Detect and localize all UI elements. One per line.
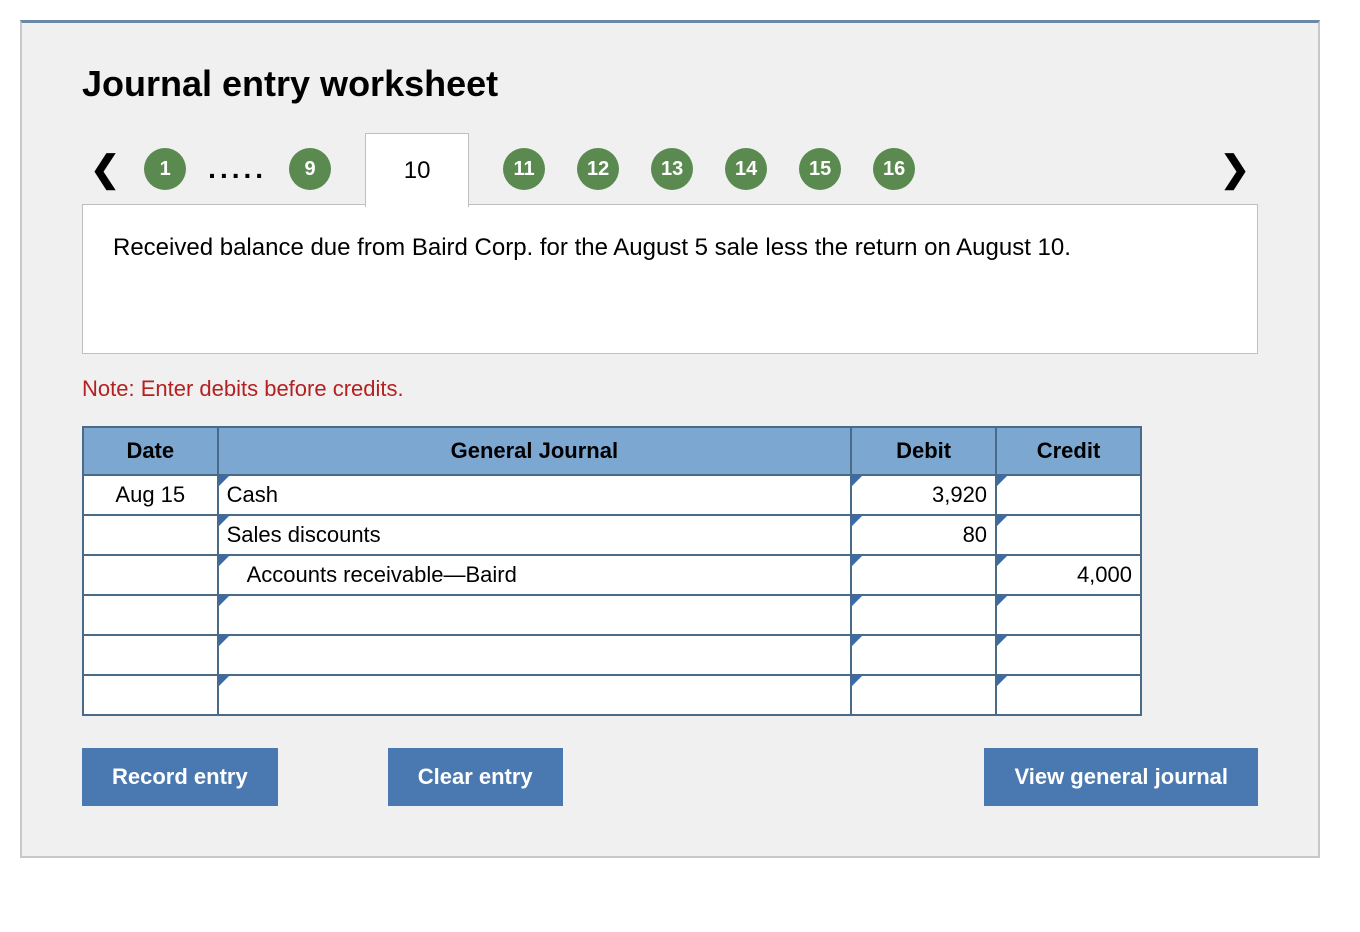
chevron-left-icon[interactable]: ❮ xyxy=(82,148,128,190)
step-1[interactable]: 1 xyxy=(144,148,186,190)
table-row xyxy=(83,635,1141,675)
cell-journal[interactable] xyxy=(218,635,852,675)
col-header-credit: Credit xyxy=(996,427,1141,475)
step-11[interactable]: 11 xyxy=(503,148,545,190)
table-row: Accounts receivable—Baird 4,000 xyxy=(83,555,1141,595)
table-row: Sales discounts80 xyxy=(83,515,1141,555)
cell-journal[interactable]: Cash xyxy=(218,475,852,515)
worksheet-container: Journal entry worksheet ❮ 1..... 9 10 11 12 1… xyxy=(20,20,1320,858)
cell-credit[interactable]: 4,000 xyxy=(996,555,1141,595)
cell-journal[interactable]: Sales discounts xyxy=(218,515,852,555)
cell-date[interactable] xyxy=(83,635,218,675)
step-14[interactable]: 14 xyxy=(725,148,767,190)
cell-date[interactable] xyxy=(83,555,218,595)
cell-debit[interactable] xyxy=(851,675,996,715)
note-text: Note: Enter debits before credits. xyxy=(82,376,1258,402)
table-row xyxy=(83,675,1141,715)
stepper: ❮ 1..... 9 10 11 12 13 14 15 16 ❯ xyxy=(82,133,1258,205)
chevron-right-icon[interactable]: ❯ xyxy=(1212,148,1258,190)
table-row: Aug 15Cash3,920 xyxy=(83,475,1141,515)
prompt-box: Received balance due from Baird Corp. fo… xyxy=(82,204,1258,354)
cell-date[interactable] xyxy=(83,595,218,635)
cell-date[interactable] xyxy=(83,675,218,715)
cell-credit[interactable] xyxy=(996,595,1141,635)
cell-credit[interactable] xyxy=(996,675,1141,715)
col-header-date: Date xyxy=(83,427,218,475)
cell-debit[interactable]: 80 xyxy=(851,515,996,555)
step-15[interactable]: 15 xyxy=(799,148,841,190)
cell-debit[interactable]: 3,920 xyxy=(851,475,996,515)
table-row xyxy=(83,595,1141,635)
step-ellipsis: ..... xyxy=(202,153,273,185)
cell-date[interactable]: Aug 15 xyxy=(83,475,218,515)
cell-credit[interactable] xyxy=(996,635,1141,675)
step-active[interactable]: 10 xyxy=(365,133,469,207)
cell-debit[interactable] xyxy=(851,555,996,595)
step-13[interactable]: 13 xyxy=(651,148,693,190)
step-9[interactable]: 9 xyxy=(289,148,331,190)
cell-journal[interactable] xyxy=(218,595,852,635)
cell-date[interactable] xyxy=(83,515,218,555)
cell-debit[interactable] xyxy=(851,595,996,635)
button-row: Record entry Clear entry View general jo… xyxy=(82,748,1258,806)
prompt-text: Received balance due from Baird Corp. fo… xyxy=(113,234,1071,261)
col-header-debit: Debit xyxy=(851,427,996,475)
view-general-journal-button[interactable]: View general journal xyxy=(984,748,1258,806)
col-header-journal: General Journal xyxy=(218,427,852,475)
journal-table: Date General Journal Debit Credit Aug 15… xyxy=(82,426,1142,716)
cell-journal[interactable]: Accounts receivable—Baird xyxy=(218,555,852,595)
cell-journal[interactable] xyxy=(218,675,852,715)
step-12[interactable]: 12 xyxy=(577,148,619,190)
cell-credit[interactable] xyxy=(996,475,1141,515)
clear-entry-button[interactable]: Clear entry xyxy=(388,748,563,806)
cell-debit[interactable] xyxy=(851,635,996,675)
page-title: Journal entry worksheet xyxy=(82,63,1258,105)
cell-credit[interactable] xyxy=(996,515,1141,555)
step-16[interactable]: 16 xyxy=(873,148,915,190)
record-entry-button[interactable]: Record entry xyxy=(82,748,278,806)
